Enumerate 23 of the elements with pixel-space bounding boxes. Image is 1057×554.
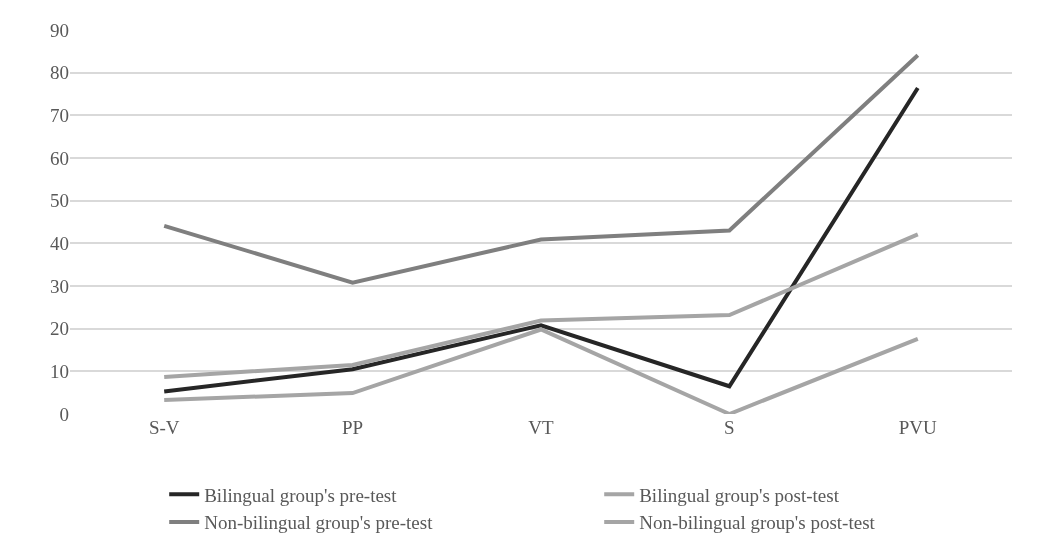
legend-label: Bilingual group's pre-test [204,484,398,506]
x-tick-label: VT [528,417,555,438]
line-series [162,86,920,394]
line-series [162,327,920,414]
line-series [162,53,920,285]
y-tick-label: 70 [50,104,69,126]
y-tick-label: 0 [59,403,69,425]
legend-label: Non-bilingual group's post-test [639,512,876,534]
y-tick-label: 80 [50,62,69,84]
legend-label: Non-bilingual group's pre-test [204,512,434,534]
x-tick-label: S-V [148,417,180,438]
line-series [162,232,920,379]
x-tick-label: S [724,417,735,438]
x-tick-label: PVU [898,417,938,438]
y-tick-label: 40 [50,232,69,254]
y-tick-label: 30 [50,275,69,297]
y-tick-label: 90 [50,19,69,41]
y-tick-label: 10 [50,360,69,382]
y-tick-label: 60 [50,147,69,169]
legend-label: Bilingual group's post-test [639,484,840,506]
y-tick-label: 20 [50,318,69,340]
y-tick-label: 50 [50,190,69,212]
x-tick-label: PP [342,417,364,438]
